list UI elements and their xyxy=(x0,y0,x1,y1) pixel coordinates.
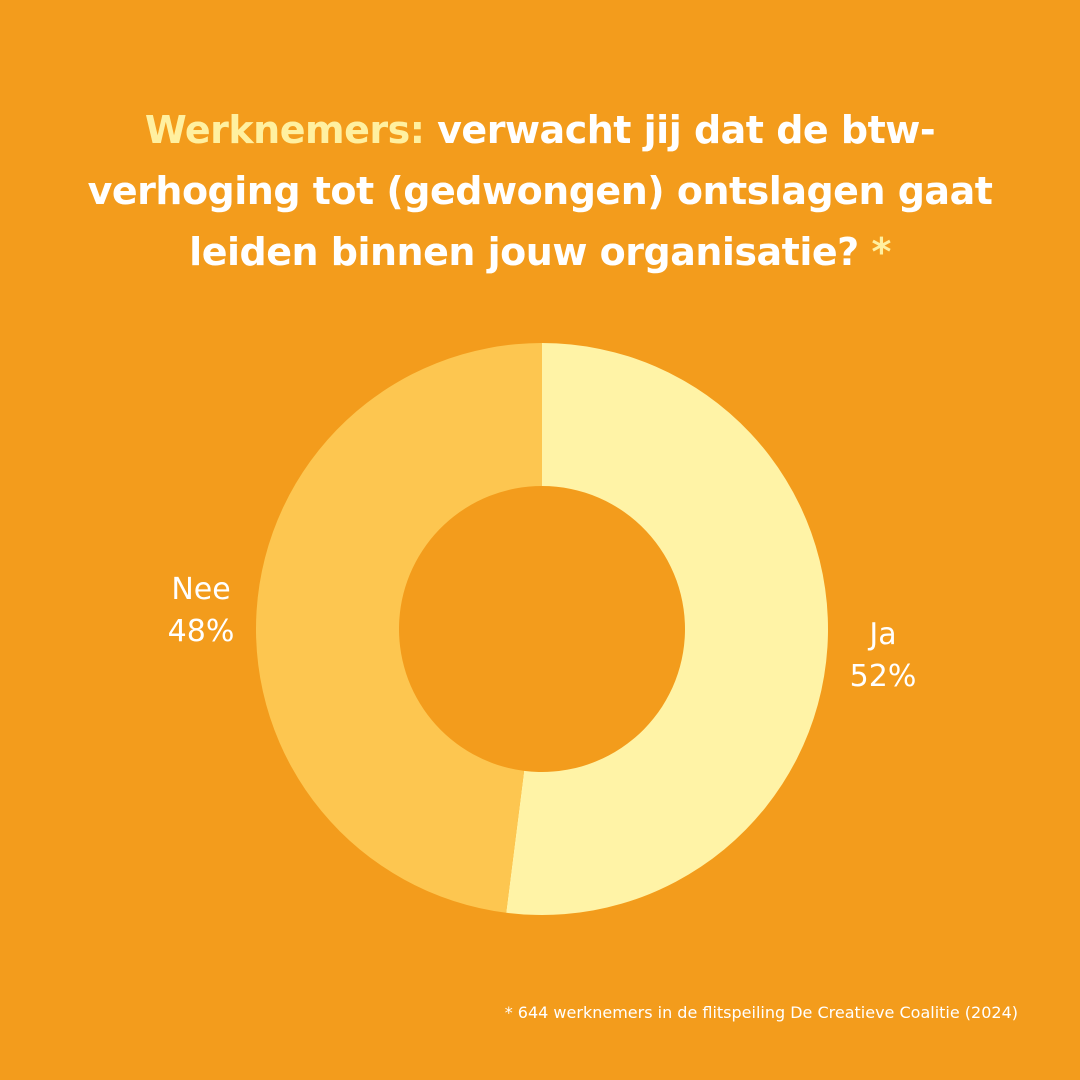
donut-label-ja: Ja 52% xyxy=(850,617,917,694)
donut-slice-ja xyxy=(506,343,828,916)
title-highlight: Werknemers: xyxy=(144,108,425,152)
chart-title: Werknemers: verwacht jij dat de btw-verh… xyxy=(60,100,1020,283)
donut-slices xyxy=(255,343,828,916)
donut-labels: Ja 52% Nee 48% xyxy=(168,572,917,694)
donut-slice-nee xyxy=(255,343,543,913)
slice-value-ja: 52% xyxy=(850,659,917,694)
title-asterisk: * xyxy=(871,230,891,274)
slice-value-nee: 48% xyxy=(168,614,235,649)
title-question: verwacht jij dat de btw-verhoging tot (g… xyxy=(87,108,993,274)
donut-label-nee: Nee 48% xyxy=(168,572,235,649)
footnote: * 644 werknemers in de flitspeiling De C… xyxy=(504,1003,1018,1022)
slice-category-nee: Nee xyxy=(171,572,230,607)
slice-category-ja: Ja xyxy=(867,617,896,652)
